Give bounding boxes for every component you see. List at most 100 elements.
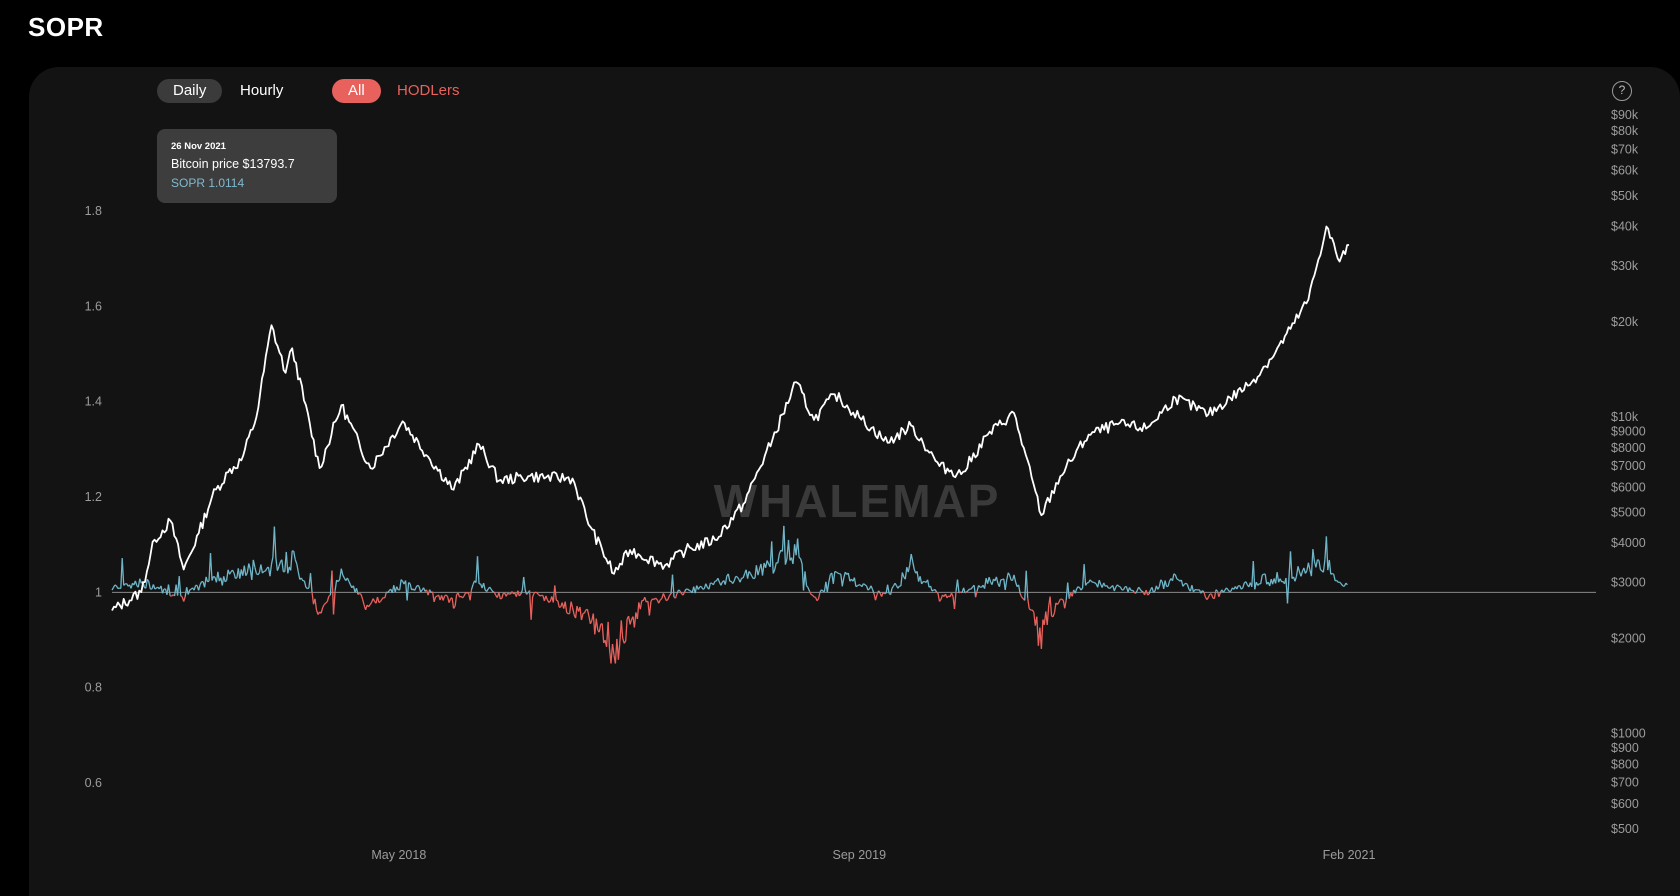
sopr-segment [1004, 580, 1008, 591]
sopr-segment [183, 596, 186, 602]
sopr-segment [323, 602, 327, 605]
sopr-segment [687, 588, 690, 591]
sopr-segment [197, 584, 201, 591]
sopr-segment [1017, 584, 1021, 594]
all-cohort-button[interactable]: All [332, 79, 381, 103]
sopr-segment [1160, 579, 1163, 583]
sopr-segment [381, 597, 384, 600]
sopr-segment [332, 590, 336, 615]
sopr-segment [130, 583, 134, 589]
sopr-segment [1218, 592, 1222, 598]
sopr-segment [137, 578, 141, 588]
sopr-segment [285, 551, 289, 574]
sopr-segment [682, 591, 686, 596]
sopr-segment [1071, 589, 1075, 597]
sopr-segment [816, 598, 819, 602]
sopr-segment [724, 575, 728, 585]
right-tick-label: $900 [1611, 741, 1639, 755]
sopr-segment [580, 613, 584, 621]
sopr-segment [1315, 559, 1319, 568]
sopr-segment [653, 597, 657, 600]
sopr-segment [1013, 574, 1017, 583]
sopr-segment [1098, 579, 1102, 585]
sopr-segment [1303, 567, 1307, 574]
sopr-segment [1158, 579, 1162, 587]
sopr-segment [320, 607, 324, 614]
sopr-segment [705, 583, 708, 588]
sopr-segment [357, 592, 360, 596]
sopr-segment [884, 592, 887, 595]
daily-toggle-button[interactable]: Daily [157, 79, 223, 103]
sopr-segment [233, 572, 237, 579]
sopr-segment [1046, 605, 1050, 626]
sopr-segment [189, 588, 192, 591]
sopr-segment [889, 588, 893, 595]
watermark-text: WHALEMAP [714, 475, 1001, 527]
sopr-segment [114, 584, 117, 587]
sopr-segment [1295, 566, 1299, 577]
sopr-segment [746, 571, 750, 579]
right-tick-label: $40k [1611, 219, 1639, 233]
right-tick-label: $600 [1611, 797, 1639, 811]
sopr-segment [305, 586, 308, 590]
sopr-series [111, 525, 1348, 664]
sopr-segment [442, 595, 446, 601]
sopr-segment [384, 591, 388, 598]
sopr-segment [171, 594, 174, 597]
sopr-segment [1289, 551, 1293, 579]
sopr-segment [900, 572, 903, 587]
sopr-segment [810, 593, 813, 596]
right-tick-label: $4000 [1611, 536, 1646, 550]
sopr-segment [1300, 570, 1304, 577]
sopr-segment [871, 589, 875, 594]
sopr-segment [296, 563, 299, 573]
hourly-toggle-button[interactable]: Hourly [240, 82, 284, 99]
sopr-segment [784, 558, 788, 565]
sopr-segment [342, 574, 345, 579]
sopr-segment [420, 589, 423, 593]
sopr-segment [486, 588, 489, 592]
sopr-segment [967, 588, 971, 592]
sopr-segment [408, 582, 411, 585]
sopr-segment [275, 558, 279, 571]
sopr-segment [855, 585, 858, 588]
sopr-segment [622, 638, 625, 644]
sopr-segment [601, 623, 605, 643]
sopr-segment [386, 591, 389, 594]
sopr-segment [359, 592, 362, 595]
sopr-segment [273, 526, 277, 559]
sopr-segment [187, 589, 191, 595]
sopr-segment [489, 586, 492, 590]
sopr-segment [1333, 574, 1336, 582]
sopr-segment [1132, 589, 1135, 593]
sopr-segment [586, 609, 590, 617]
sopr-segment [1257, 583, 1260, 586]
tooltip-date: 26 Nov 2021 [171, 141, 226, 152]
right-tick-label: $10k [1611, 410, 1639, 424]
help-icon[interactable]: ? [1612, 81, 1632, 101]
sopr-segment [1019, 593, 1023, 598]
sopr-segment [748, 571, 752, 574]
sopr-segment [882, 591, 886, 595]
sopr-segment [203, 576, 207, 588]
sopr-segment [867, 588, 870, 591]
sopr-segment [530, 596, 534, 620]
sopr-segment [261, 570, 265, 574]
right-tick-label: $70k [1611, 143, 1639, 157]
sopr-segment [655, 597, 658, 601]
sopr-segment [523, 576, 526, 591]
sopr-segment [417, 584, 420, 587]
sopr-segment [115, 585, 119, 589]
hodlers-cohort-button[interactable]: HODLers [397, 82, 460, 99]
sopr-segment [912, 561, 915, 570]
sopr-segment [811, 594, 815, 598]
sopr-segment [1171, 573, 1175, 581]
sopr-segment [524, 589, 528, 595]
sopr-segment [500, 597, 503, 600]
sopr-segment [1083, 564, 1087, 586]
sopr-segment [217, 571, 220, 582]
sopr-segment [193, 585, 197, 591]
tooltip-sopr: SOPR 1.0114 [171, 176, 245, 190]
left-tick-label: 0.8 [85, 681, 102, 695]
